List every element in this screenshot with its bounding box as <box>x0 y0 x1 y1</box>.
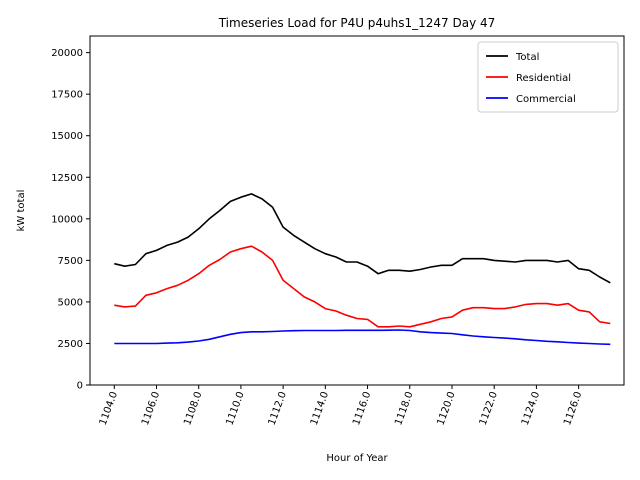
y-tick-label: 15000 <box>51 131 83 142</box>
legend-label-total: Total <box>515 52 539 63</box>
x-axis-title: Hour of Year <box>326 453 388 464</box>
series-line-commercial <box>114 329 611 346</box>
y-tick-label: 5000 <box>58 297 83 308</box>
y-axis: 0 2500 5000 7500 10000 12500 15000 17500 20000 <box>51 48 90 392</box>
y-tick-label: 2500 <box>58 339 83 350</box>
y-tick-label: 12500 <box>51 173 83 184</box>
legend-box <box>477 41 619 113</box>
legend-label-residential: Residential <box>516 73 571 84</box>
legend-label-commercial: Commercial <box>516 94 576 105</box>
y-tick-label: 20000 <box>51 48 83 59</box>
y-tick-label: 17500 <box>51 90 83 101</box>
series-line-residential <box>114 245 611 328</box>
chart-title: Timeseries Load for P4U p4uhs1_1247 Day … <box>218 16 496 30</box>
y-tick-label: 10000 <box>51 214 83 225</box>
y-tick-label: 0 <box>77 381 83 392</box>
series-line-total <box>114 193 611 284</box>
plot-frame <box>89 35 625 386</box>
series-layer <box>114 193 611 346</box>
y-axis-title: kW total <box>16 190 27 232</box>
plot-area <box>89 35 625 386</box>
legend: Total Residential Commercial <box>477 41 619 113</box>
y-tick-label: 7500 <box>58 256 83 267</box>
